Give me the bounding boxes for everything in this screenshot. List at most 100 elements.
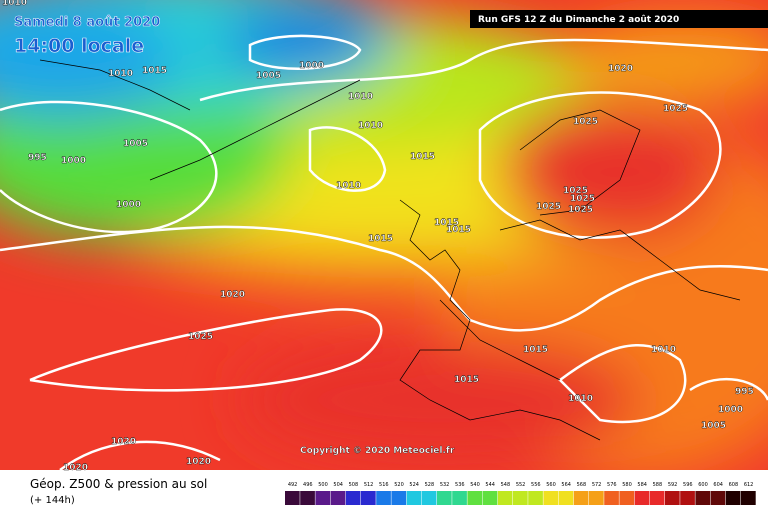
legend-swatch [345, 491, 361, 505]
isobar-label: 1010 [336, 181, 361, 191]
legend-swatch [315, 491, 331, 505]
legend-swatch [695, 491, 711, 505]
isobar-label: 1015 [368, 234, 393, 244]
isobar-label: 1010 [348, 92, 373, 102]
isobar-label: 1025 [536, 202, 561, 212]
legend-swatch [376, 491, 391, 505]
legend-level: 508 [349, 482, 359, 488]
legend-swatch [725, 491, 741, 505]
isobar-label: 1025 [563, 186, 588, 196]
legend-level: 528 [425, 482, 435, 488]
isobar-label: 1025 [573, 117, 598, 127]
legend-level: 576 [607, 482, 617, 488]
isobar-label: 1015 [454, 375, 479, 385]
legend: 492 496 500 504 508 512 516 520 524 528 532 536 540 5… [285, 482, 756, 505]
field [0, 0, 768, 470]
legend-level: 536 [455, 482, 465, 488]
copyright: Copyright © 2020 Meteociel.fr [300, 446, 455, 456]
isobar-label: 1025 [188, 332, 213, 342]
isobars [0, 34, 768, 470]
legend-level: 592 [668, 482, 678, 488]
isobar-label: 1005 [123, 139, 148, 149]
legend-swatch [665, 491, 680, 505]
legend-level: 604 [713, 482, 723, 488]
coastlines [39, 59, 741, 441]
legend-swatch [604, 491, 619, 505]
legend-level: 572 [592, 482, 602, 488]
isobar-label: 1025 [663, 104, 688, 114]
legend-swatch [528, 491, 543, 505]
legend-swatch [467, 491, 483, 505]
isobar-label: 1020 [186, 457, 211, 467]
legend-level: 500 [318, 482, 328, 488]
legend-level: 568 [577, 482, 587, 488]
legend-swatch [573, 491, 589, 505]
legend-swatch [285, 491, 300, 505]
isobar-label: 1020 [111, 437, 136, 447]
legend-level: 512 [364, 482, 374, 488]
footer-title: Géop. Z500 & pression au sol [30, 477, 207, 491]
run-info: Run GFS 12 Z du Dimanche 2 août 2020 [478, 15, 679, 25]
legend-swatch [513, 491, 528, 505]
legend-swatch [634, 491, 650, 505]
legend-level: 544 [485, 482, 495, 488]
legend-level: 524 [409, 482, 419, 488]
legend-swatch [361, 491, 376, 505]
legend-swatch [452, 491, 467, 505]
legend-swatch [619, 491, 635, 505]
legend-swatch [543, 491, 559, 505]
legend-swatch [421, 491, 437, 505]
legend-level: 552 [516, 482, 526, 488]
legend-level: 492 [288, 482, 298, 488]
legend-level: 584 [637, 482, 647, 488]
isobar-label: 1000 [116, 200, 141, 210]
legend-swatch [406, 491, 422, 505]
run-banner [470, 10, 768, 28]
isobar-label: 1020 [220, 290, 245, 300]
isobar-labels: 1010 1015 1010 1005 1000 1020 1010 1025 1010 1025… [2, 0, 754, 473]
isobar-label: 1005 [701, 421, 726, 431]
legend-level: 520 [394, 482, 404, 488]
legend-level: 516 [379, 482, 389, 488]
legend-swatch [330, 491, 346, 505]
isobar-label: 995 [28, 153, 47, 163]
legend-swatch [300, 491, 315, 505]
isobar-label: 1010 [568, 394, 593, 404]
legend-level: 496 [303, 482, 313, 488]
legend-level: 596 [683, 482, 693, 488]
isobar-label: 1025 [570, 194, 595, 204]
isobar-label: 1020 [608, 64, 633, 74]
isobar-label: 1000 [61, 156, 86, 166]
legend-swatch [710, 491, 726, 505]
isobar-label: 1000 [299, 61, 324, 71]
isobar-label: 1010 [651, 345, 676, 355]
isobar-label: 1025 [568, 205, 593, 215]
legend-swatch [741, 491, 756, 505]
legend-swatch [437, 491, 452, 505]
legend-swatch [558, 491, 574, 505]
isobar-label: 1010 [358, 121, 383, 131]
isobar-label: 1015 [410, 152, 435, 162]
forecast-date: Samedi 8 août 2020 [14, 15, 160, 30]
isobar-label: 1015 [523, 345, 548, 355]
legend-level: 532 [440, 482, 450, 488]
isobar-label: 995 [735, 387, 754, 397]
isobar-label: 1015 [434, 218, 459, 228]
legend-level: 600 [698, 482, 708, 488]
legend-level: 564 [561, 482, 571, 488]
legend-swatch [482, 491, 498, 505]
isobar-label: 1015 [446, 225, 471, 235]
legend-level: 556 [531, 482, 541, 488]
legend-level: 588 [653, 482, 663, 488]
isobar-label: 1010 [108, 69, 133, 79]
legend-level: 540 [470, 482, 480, 488]
legend-swatch [497, 491, 513, 505]
legend-swatch [589, 491, 604, 505]
isobar-label: 1010 [2, 0, 27, 8]
isobar-label: 1020 [63, 463, 88, 473]
legend-level: 612 [744, 482, 754, 488]
legend-swatch [649, 491, 665, 505]
legend-level: 560 [546, 482, 556, 488]
